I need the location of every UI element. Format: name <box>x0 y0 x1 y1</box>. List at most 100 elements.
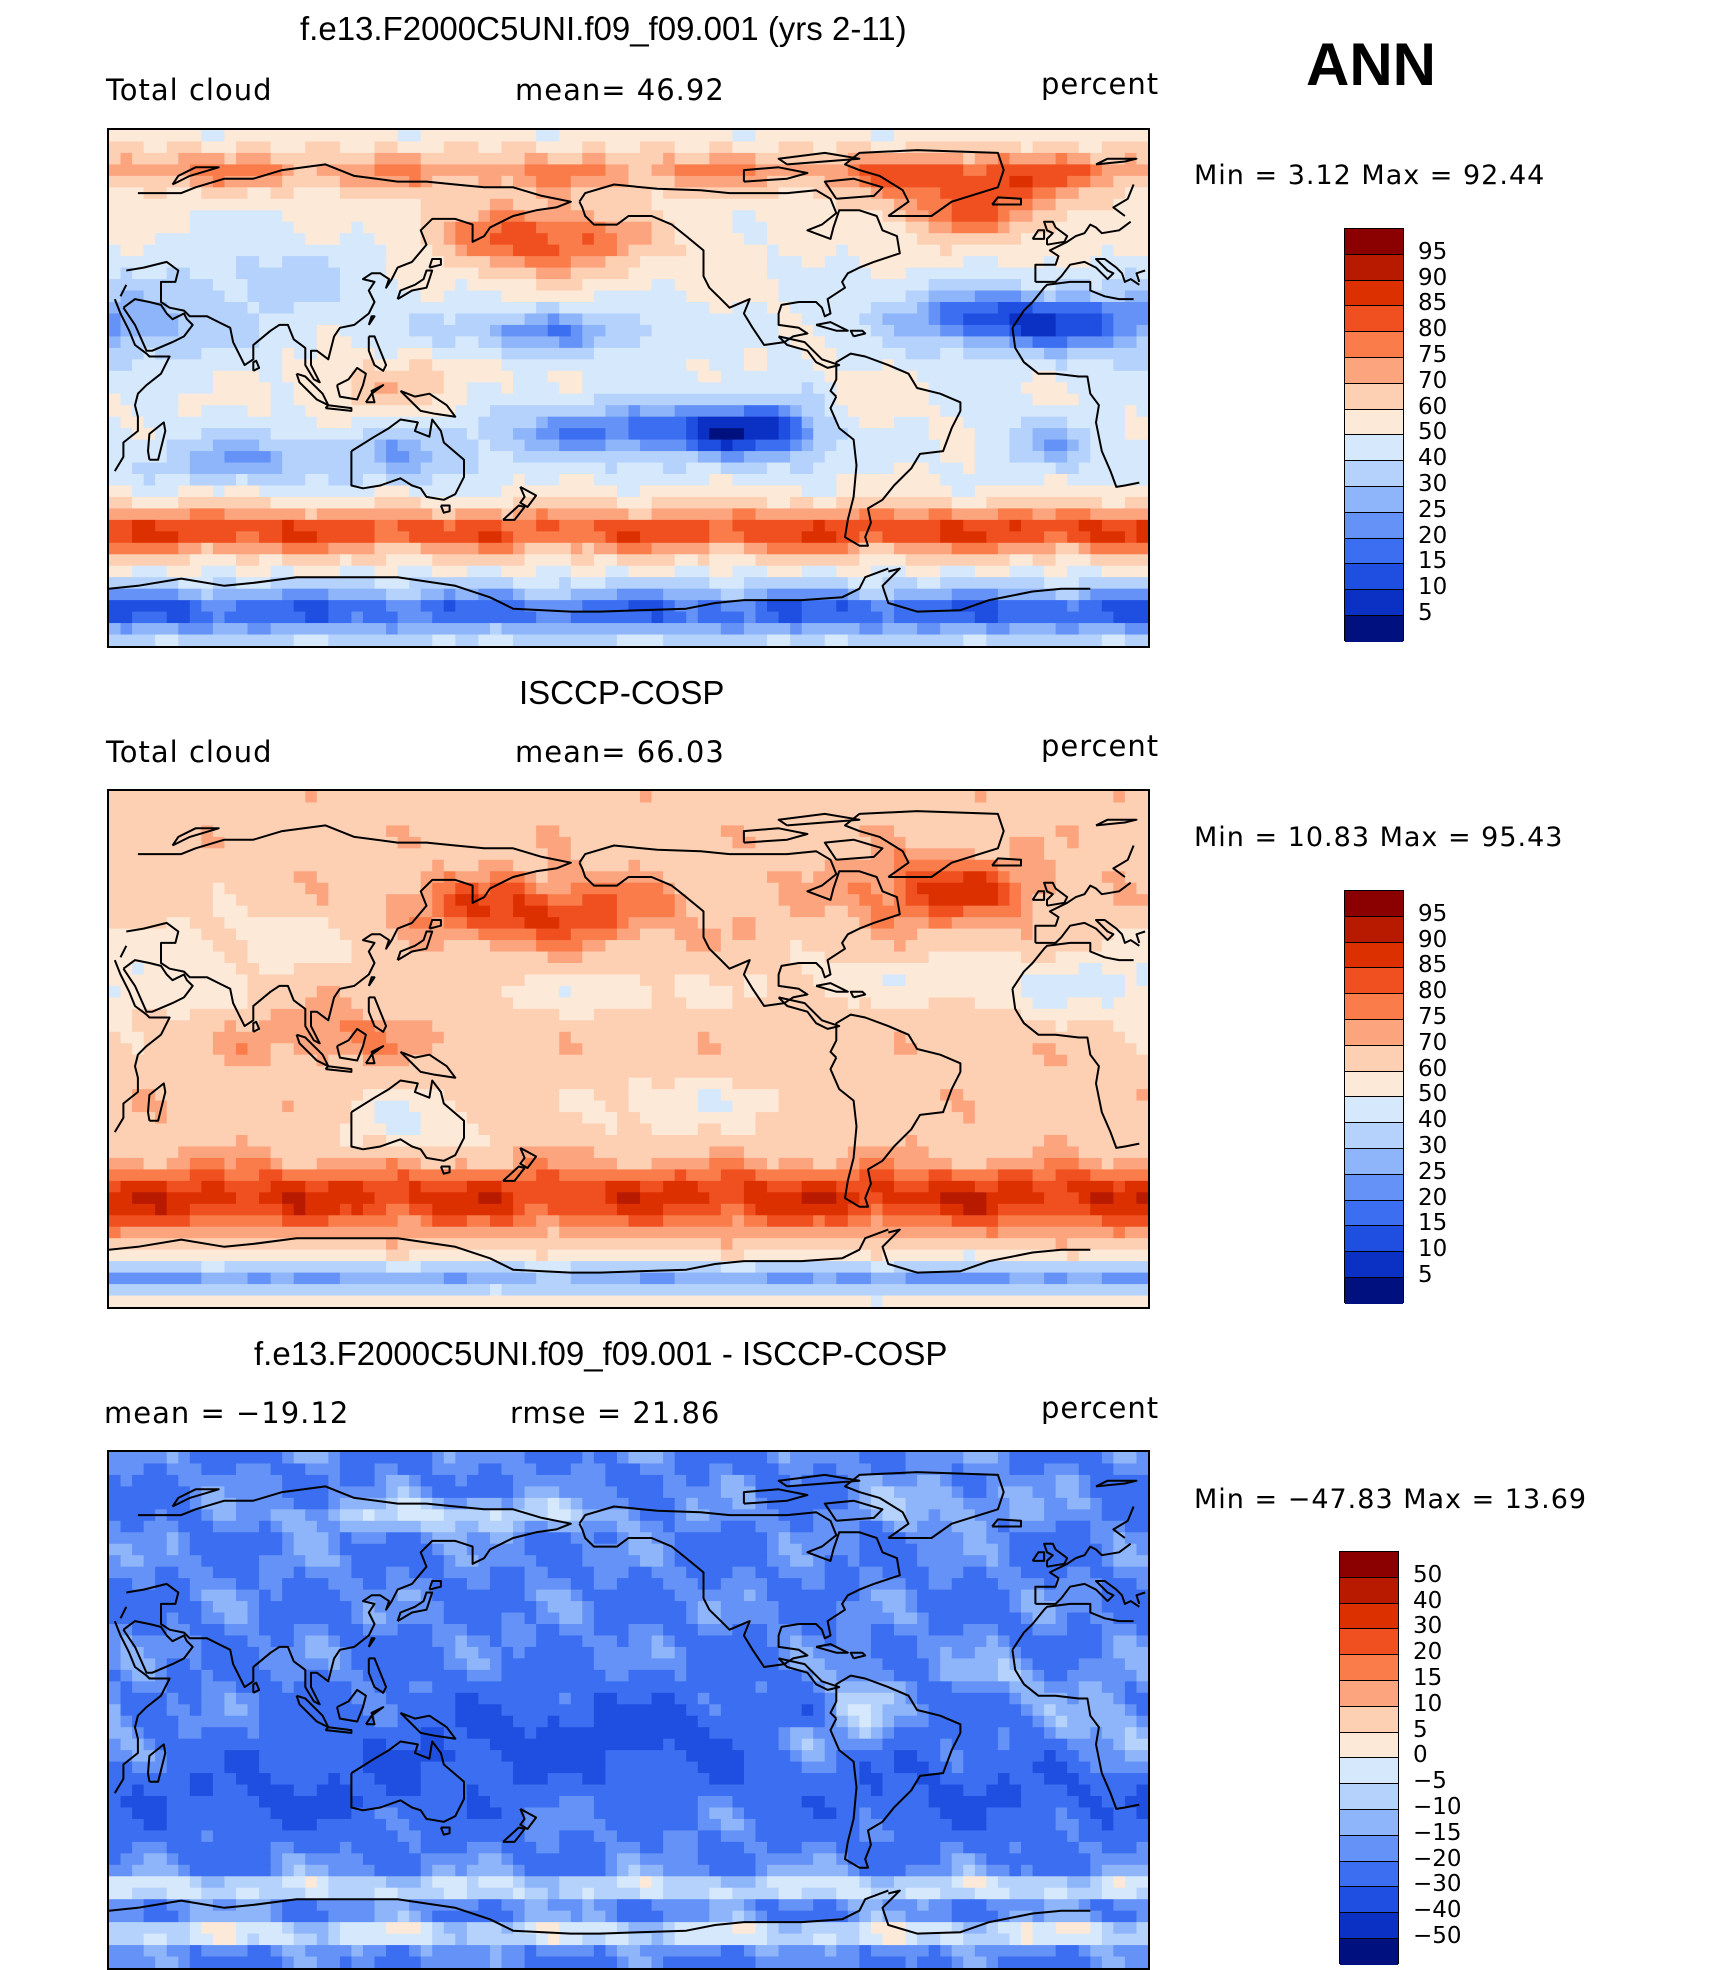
colorbar-swatch <box>1340 1938 1398 1965</box>
colorbar-tick-label: 25 <box>1418 496 1448 523</box>
colorbar-swatch <box>1345 254 1403 281</box>
colorbar-swatch <box>1345 1123 1403 1149</box>
colorbar-swatch <box>1340 1552 1398 1578</box>
colorbar-swatches <box>1344 890 1404 1304</box>
colorbar-swatch <box>1345 1252 1403 1278</box>
colorbar-tick-label: 75 <box>1418 342 1448 368</box>
panel-3-mean-label: mean = −19.12 <box>104 1396 350 1430</box>
colorbar-tick-label: 95 <box>1418 238 1448 265</box>
colorbar-swatch <box>1345 564 1403 591</box>
colorbar-tick-label: 20 <box>1418 522 1448 549</box>
colorbar-swatches <box>1344 228 1404 642</box>
colorbar-swatch <box>1340 1758 1398 1785</box>
colorbar-swatch <box>1340 1655 1398 1681</box>
panel-2-mean-label: mean= 66.03 <box>515 735 725 769</box>
colorbar-swatch <box>1340 1835 1398 1862</box>
colorbar-tick-label: 95 <box>1418 900 1448 927</box>
colorbar-swatch <box>1345 280 1403 307</box>
panel-2-variable-label: Total cloud <box>106 735 273 769</box>
colorbar-tick-label: −5 <box>1413 1768 1447 1795</box>
panel-2-minmax: Min = 10.83 Max = 95.43 <box>1194 822 1564 853</box>
colorbar-tick-label: −10 <box>1413 1794 1462 1820</box>
colorbar-tick-label: 70 <box>1418 367 1448 394</box>
colorbar-tick-label: 30 <box>1418 1133 1448 1159</box>
colorbar-tick-label: 0 <box>1413 1742 1428 1769</box>
colorbar-tick-label: 25 <box>1418 1158 1448 1185</box>
colorbar-tick-label: 90 <box>1418 926 1448 953</box>
colorbar-swatch <box>1340 1603 1398 1630</box>
colorbar-tick-label: 15 <box>1418 1210 1448 1237</box>
colorbar-tick-label: 90 <box>1418 264 1448 291</box>
colorbar-swatch <box>1345 1045 1403 1072</box>
panel-1-mean-label: mean= 46.92 <box>515 73 725 107</box>
colorbar-tick-label: 15 <box>1413 1665 1443 1691</box>
colorbar-tick-label: 5 <box>1413 1716 1428 1743</box>
colorbar-tick-label: 5 <box>1418 600 1433 626</box>
colorbar-swatches <box>1339 1551 1399 1965</box>
colorbar-swatch <box>1345 1200 1403 1227</box>
colorbar-tick-label: 20 <box>1413 1639 1443 1666</box>
panel-2-units-label: percent <box>1041 729 1160 763</box>
colorbar-swatch <box>1345 1174 1403 1201</box>
colorbar-swatch <box>1340 1861 1398 1888</box>
colorbar-swatch <box>1340 1887 1398 1914</box>
colorbar-tick-label: −50 <box>1413 1923 1462 1949</box>
colorbar-tick-label: 30 <box>1418 471 1448 497</box>
coastlines <box>109 810 1146 1274</box>
colorbar-swatch <box>1345 229 1403 255</box>
colorbar-swatch <box>1345 1277 1403 1304</box>
colorbar-swatch <box>1340 1784 1398 1810</box>
colorbar-swatch <box>1345 994 1403 1020</box>
colorbar-swatch <box>1345 916 1403 943</box>
field-contours <box>109 791 1148 1307</box>
colorbar-swatch <box>1345 332 1403 358</box>
coastlines <box>109 1471 1146 1935</box>
colorbar-swatch <box>1345 538 1403 565</box>
panel-1-minmax: Min = 3.12 Max = 92.44 <box>1194 160 1546 191</box>
season-label: ANN <box>1306 31 1436 98</box>
colorbar-tick-label: −15 <box>1413 1819 1462 1846</box>
field-contours <box>109 130 1148 646</box>
colorbar-swatch <box>1345 383 1403 410</box>
colorbar-swatch <box>1345 942 1403 969</box>
colorbar-tick-label: 50 <box>1413 1561 1443 1588</box>
colorbar-swatch <box>1345 306 1403 333</box>
field-contours <box>109 1452 1148 1968</box>
coastlines <box>109 149 1146 613</box>
panel-1-units-label: percent <box>1041 67 1160 101</box>
colorbar-swatch <box>1345 615 1403 642</box>
colorbar-swatch <box>1340 1706 1398 1733</box>
colorbar-tick-label: −30 <box>1413 1871 1462 1898</box>
panel-3-units-label: percent <box>1041 1391 1160 1425</box>
colorbar-tick-label: 20 <box>1418 1184 1448 1211</box>
colorbar-swatch <box>1345 486 1403 513</box>
panel-2-map <box>107 789 1150 1309</box>
colorbar-tick-label: 60 <box>1418 393 1448 420</box>
colorbar-swatch <box>1340 1809 1398 1836</box>
colorbar-tick-label: 40 <box>1413 1587 1443 1614</box>
colorbar-swatch <box>1345 461 1403 487</box>
colorbar-swatch <box>1340 1629 1398 1656</box>
colorbar-tick-label: 60 <box>1418 1055 1448 1082</box>
panel-1-variable-label: Total cloud <box>106 73 273 107</box>
panel-3-rmse-label: rmse = 21.86 <box>510 1396 721 1430</box>
panel-3-minmax: Min = −47.83 Max = 13.69 <box>1194 1484 1588 1515</box>
colorbar-swatch <box>1345 968 1403 995</box>
colorbar-swatch <box>1345 1226 1403 1253</box>
colorbar-swatch <box>1345 590 1403 616</box>
colorbar-swatch <box>1345 1019 1403 1046</box>
colorbar-swatch <box>1340 1732 1398 1759</box>
colorbar-tick-label: 85 <box>1418 952 1448 979</box>
colorbar-tick-label: −20 <box>1413 1845 1462 1872</box>
colorbar-swatch <box>1345 1148 1403 1175</box>
colorbar-tick-label: 5 <box>1418 1262 1433 1288</box>
colorbar-tick-label: 50 <box>1418 1081 1448 1108</box>
colorbar-tick-label: 85 <box>1418 290 1448 317</box>
colorbar-tick-label: 10 <box>1418 574 1448 601</box>
panel-3-title: f.e13.F2000C5UNI.f09_f09.001 - ISCCP-COS… <box>254 1335 948 1372</box>
colorbar-swatch <box>1345 891 1403 917</box>
colorbar-swatch <box>1340 1913 1398 1939</box>
colorbar-tick-label: 40 <box>1418 445 1448 472</box>
colorbar-tick-label: 80 <box>1418 978 1448 1005</box>
colorbar-swatch <box>1345 512 1403 539</box>
